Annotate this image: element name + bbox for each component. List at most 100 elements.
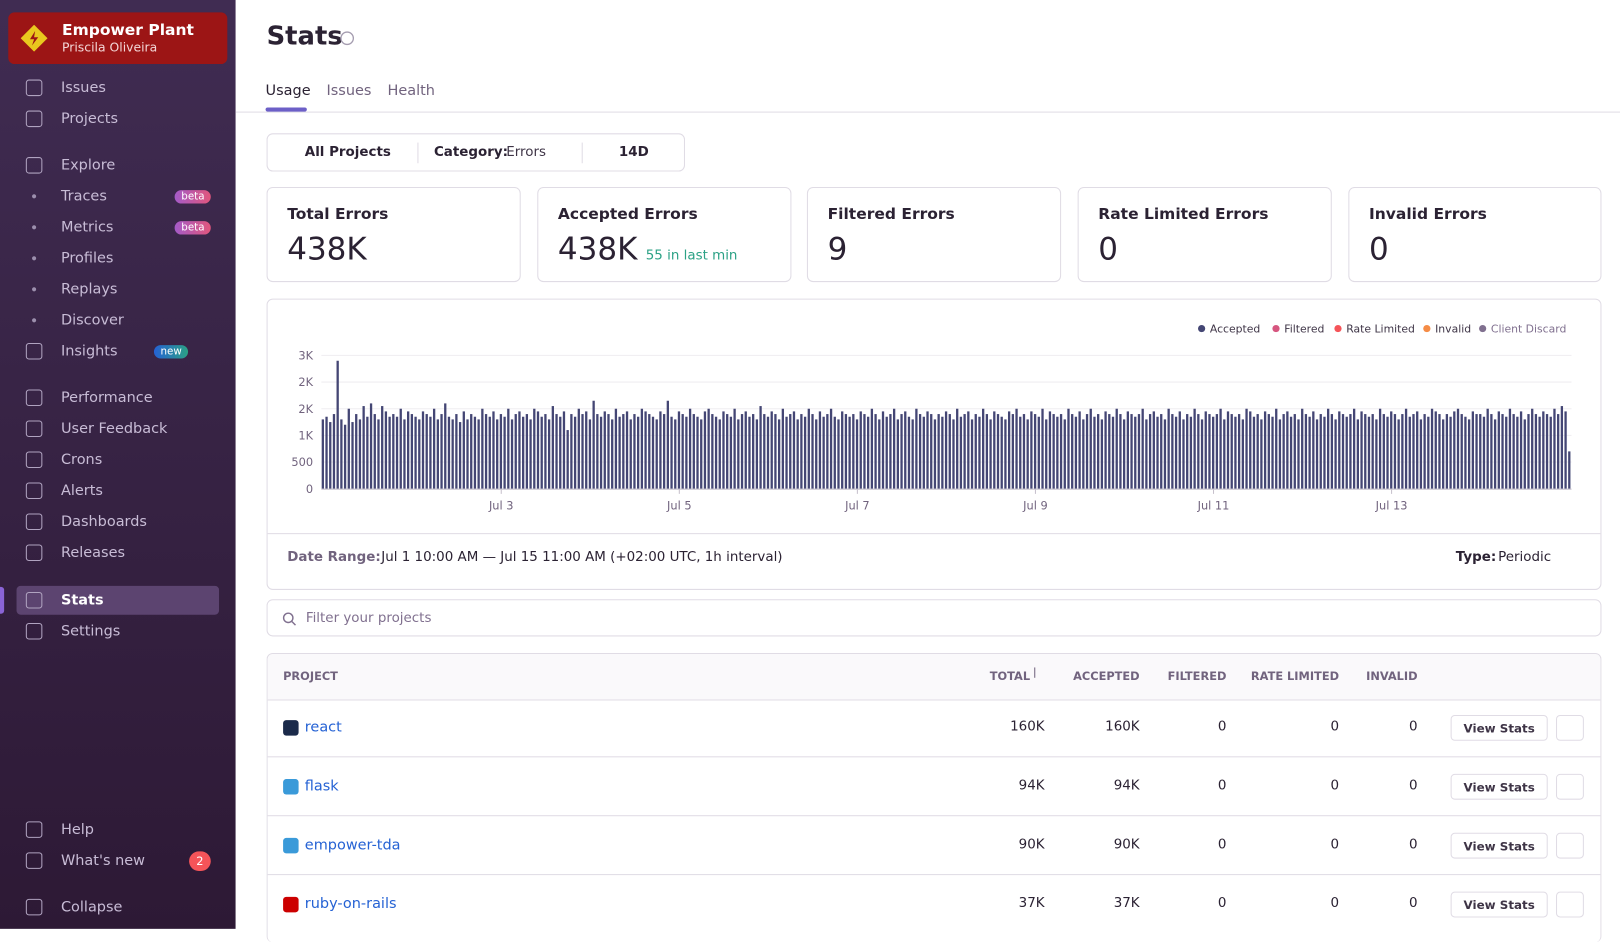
bar bbox=[1275, 409, 1277, 489]
nav-item[interactable]: Discover bbox=[17, 306, 220, 335]
project-link[interactable]: ruby-on-rails bbox=[305, 896, 397, 913]
column-header[interactable]: TOTAL bbox=[990, 670, 1030, 683]
search-placeholder: Filter your projects bbox=[306, 611, 432, 626]
bar bbox=[1116, 409, 1118, 489]
bar bbox=[1334, 419, 1336, 488]
bar bbox=[377, 419, 379, 488]
bar bbox=[1257, 414, 1259, 489]
tab[interactable]: Issues bbox=[326, 83, 371, 100]
bar bbox=[1008, 411, 1010, 488]
bar bbox=[1479, 414, 1481, 489]
view-stats-button[interactable]: View Stats bbox=[1451, 892, 1548, 918]
tab[interactable]: Usage bbox=[266, 83, 311, 100]
bar bbox=[1019, 417, 1021, 489]
bar bbox=[1223, 419, 1225, 488]
help-icon[interactable] bbox=[340, 31, 354, 45]
nav-item[interactable]: Explore bbox=[17, 151, 220, 180]
bar bbox=[1494, 419, 1496, 488]
period-filter[interactable]: 14D bbox=[619, 145, 649, 160]
view-stats-button[interactable]: View Stats bbox=[1451, 715, 1548, 741]
nav-item[interactable]: Collapse bbox=[17, 893, 220, 922]
settings-button[interactable] bbox=[1556, 892, 1584, 918]
bar bbox=[941, 417, 943, 489]
type-select[interactable]: Periodic bbox=[1498, 550, 1551, 565]
settings-button[interactable] bbox=[1556, 833, 1584, 859]
project-link[interactable]: empower-tda bbox=[305, 837, 401, 854]
column-header: PROJECT bbox=[283, 670, 338, 683]
legend-label: Rate Limited bbox=[1346, 323, 1415, 336]
bar bbox=[477, 419, 479, 488]
nav-icon bbox=[26, 514, 43, 531]
tab[interactable]: Health bbox=[387, 83, 435, 100]
cell: 90K bbox=[1019, 837, 1045, 852]
bar bbox=[919, 414, 921, 489]
bar bbox=[674, 419, 676, 488]
bar bbox=[1386, 417, 1388, 489]
bar bbox=[344, 425, 346, 489]
nav-item[interactable]: Issues bbox=[17, 73, 220, 102]
project-link[interactable]: flask bbox=[305, 778, 339, 795]
bar bbox=[578, 409, 580, 489]
search-input[interactable]: Filter your projects bbox=[267, 599, 1602, 636]
bar bbox=[963, 414, 965, 489]
card-title: Rate Limited Errors bbox=[1098, 205, 1268, 224]
nav-item[interactable]: Profiles bbox=[17, 244, 220, 273]
nav-label: User Feedback bbox=[61, 421, 167, 438]
bar bbox=[325, 417, 327, 489]
view-stats-button[interactable]: View Stats bbox=[1451, 833, 1548, 859]
nav-item[interactable]: What's new2 bbox=[17, 846, 220, 875]
nav-item[interactable]: Dashboards bbox=[17, 507, 220, 536]
bar bbox=[1164, 419, 1166, 488]
bar bbox=[1179, 411, 1181, 488]
nav-item[interactable]: Metricsbeta bbox=[17, 213, 220, 242]
nav-icon bbox=[26, 852, 43, 869]
category-filter[interactable]: Errors bbox=[506, 145, 546, 160]
bar bbox=[403, 419, 405, 488]
nav-item[interactable]: Insightsnew bbox=[17, 337, 220, 366]
bar bbox=[440, 414, 442, 489]
settings-button[interactable] bbox=[1556, 774, 1584, 800]
bar bbox=[466, 419, 468, 488]
nav-item[interactable]: Settings bbox=[17, 617, 220, 646]
bar bbox=[1409, 417, 1411, 489]
nav-item[interactable]: User Feedback bbox=[17, 414, 220, 443]
nav-label: Help bbox=[61, 821, 94, 838]
nav-item[interactable]: Releases bbox=[17, 538, 220, 567]
bar bbox=[400, 409, 402, 489]
org-switcher[interactable]: Empower Plant Priscila Oliveira bbox=[8, 12, 227, 64]
bar bbox=[926, 411, 928, 488]
nav-item[interactable]: Replays bbox=[17, 275, 220, 304]
nav-item[interactable]: Crons bbox=[17, 445, 220, 474]
bar bbox=[1082, 419, 1084, 488]
nav-item[interactable]: Performance bbox=[17, 383, 220, 412]
bar bbox=[607, 414, 609, 489]
settings-button[interactable] bbox=[1556, 715, 1584, 741]
bar bbox=[748, 417, 750, 489]
nav-item[interactable]: Help bbox=[17, 815, 220, 844]
bar bbox=[1468, 419, 1470, 488]
bar bbox=[930, 414, 932, 489]
bar bbox=[1123, 419, 1125, 488]
bar bbox=[1498, 411, 1500, 488]
bar bbox=[1531, 409, 1533, 489]
view-stats-button[interactable]: View Stats bbox=[1451, 774, 1548, 800]
bar bbox=[1472, 411, 1474, 488]
project-link[interactable]: react bbox=[305, 719, 342, 736]
project-filter[interactable]: All Projects bbox=[305, 145, 391, 160]
date-range-label: Date Range: bbox=[287, 550, 380, 565]
x-tick-label: Jul 5 bbox=[666, 498, 692, 512]
nav-item[interactable]: Stats bbox=[17, 586, 220, 615]
bar bbox=[1071, 414, 1073, 489]
y-tick-label: 2K bbox=[298, 375, 313, 389]
bar bbox=[1045, 419, 1047, 488]
bar bbox=[1331, 414, 1333, 489]
bar bbox=[1364, 414, 1366, 489]
bar bbox=[819, 411, 821, 488]
nav-item[interactable]: Projects bbox=[17, 104, 220, 133]
tab-underline bbox=[266, 107, 307, 111]
bar bbox=[934, 419, 936, 488]
bar bbox=[745, 411, 747, 488]
nav-item[interactable]: Alerts bbox=[17, 476, 220, 505]
nav-item[interactable]: Tracesbeta bbox=[17, 182, 220, 211]
nav-icon bbox=[26, 623, 43, 640]
